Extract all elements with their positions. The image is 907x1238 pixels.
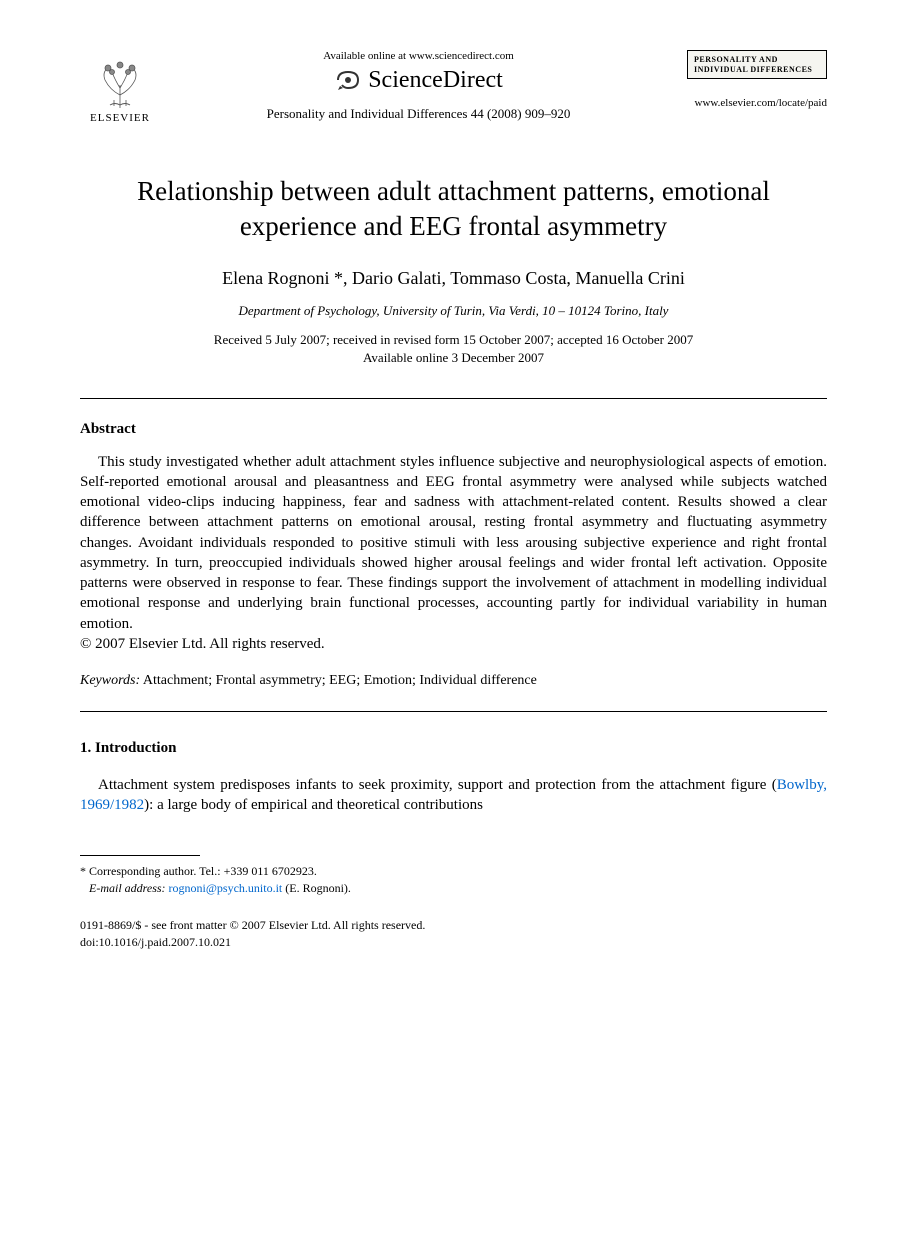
journal-reference: Personality and Individual Differences 4… xyxy=(267,106,571,122)
journal-logo-line2: INDIVIDUAL DIFFERENCES xyxy=(694,65,820,75)
email-line: E-mail address: rognoni@psych.unito.it (… xyxy=(80,880,827,897)
publication-dates: Received 5 July 2007; received in revise… xyxy=(80,331,827,367)
right-header: PERSONALITY AND INDIVIDUAL DIFFERENCES w… xyxy=(677,50,827,109)
keywords-label: Keywords: xyxy=(80,673,140,688)
paper-header: ELSEVIER Available online at www.science… xyxy=(80,50,827,124)
paper-title: Relationship between adult attachment pa… xyxy=(80,174,827,244)
keywords-line: Keywords: Attachment; Frontal asymmetry;… xyxy=(80,673,827,689)
corresponding-author-footnote: * Corresponding author. Tel.: +339 011 6… xyxy=(80,862,827,897)
footnote-rule xyxy=(80,855,200,856)
email-suffix: (E. Rognoni). xyxy=(282,881,351,895)
footer-doi: doi:10.1016/j.paid.2007.10.021 xyxy=(80,934,827,951)
elsevier-tree-icon xyxy=(90,50,150,110)
authors-line: Elena Rognoni *, Dario Galati, Tommaso C… xyxy=(80,268,827,289)
keywords-text: Attachment; Frontal asymmetry; EEG; Emot… xyxy=(140,673,537,688)
dates-received: Received 5 July 2007; received in revise… xyxy=(80,331,827,349)
dates-online: Available online 3 December 2007 xyxy=(80,349,827,367)
journal-logo-box: PERSONALITY AND INDIVIDUAL DIFFERENCES xyxy=(687,50,827,79)
email-link[interactable]: rognoni@psych.unito.it xyxy=(169,881,283,895)
abstract-body: This study investigated whether adult at… xyxy=(80,452,827,634)
intro-text-post: ): a large body of empirical and theoret… xyxy=(144,797,483,813)
center-header: Available online at www.sciencedirect.co… xyxy=(160,50,677,122)
email-label: E-mail address: xyxy=(89,881,166,895)
journal-url[interactable]: www.elsevier.com/locate/paid xyxy=(695,97,827,109)
sciencedirect-logo: ScienceDirect xyxy=(334,66,503,94)
corresponding-line: * Corresponding author. Tel.: +339 011 6… xyxy=(80,862,827,880)
intro-paragraph: Attachment system predisposes infants to… xyxy=(80,775,827,816)
available-online-text: Available online at www.sciencedirect.co… xyxy=(323,50,514,62)
elsevier-logo-block: ELSEVIER xyxy=(80,50,160,124)
affiliation: Department of Psychology, University of … xyxy=(80,303,827,319)
footer-info: 0191-8869/$ - see front matter © 2007 El… xyxy=(80,917,827,951)
corresponding-text: * Corresponding author. Tel.: +339 011 6… xyxy=(80,864,317,878)
rule-top xyxy=(80,398,827,399)
rule-bottom xyxy=(80,711,827,712)
sciencedirect-text: ScienceDirect xyxy=(368,67,503,94)
elsevier-label: ELSEVIER xyxy=(90,112,150,124)
abstract-heading: Abstract xyxy=(80,421,827,438)
abstract-copyright: © 2007 Elsevier Ltd. All rights reserved… xyxy=(80,636,827,653)
footer-issn: 0191-8869/$ - see front matter © 2007 El… xyxy=(80,917,827,934)
intro-text-pre: Attachment system predisposes infants to… xyxy=(98,777,777,793)
sciencedirect-icon xyxy=(334,66,362,94)
journal-logo-line1: PERSONALITY AND xyxy=(694,55,820,65)
section-1-heading: 1. Introduction xyxy=(80,740,827,757)
